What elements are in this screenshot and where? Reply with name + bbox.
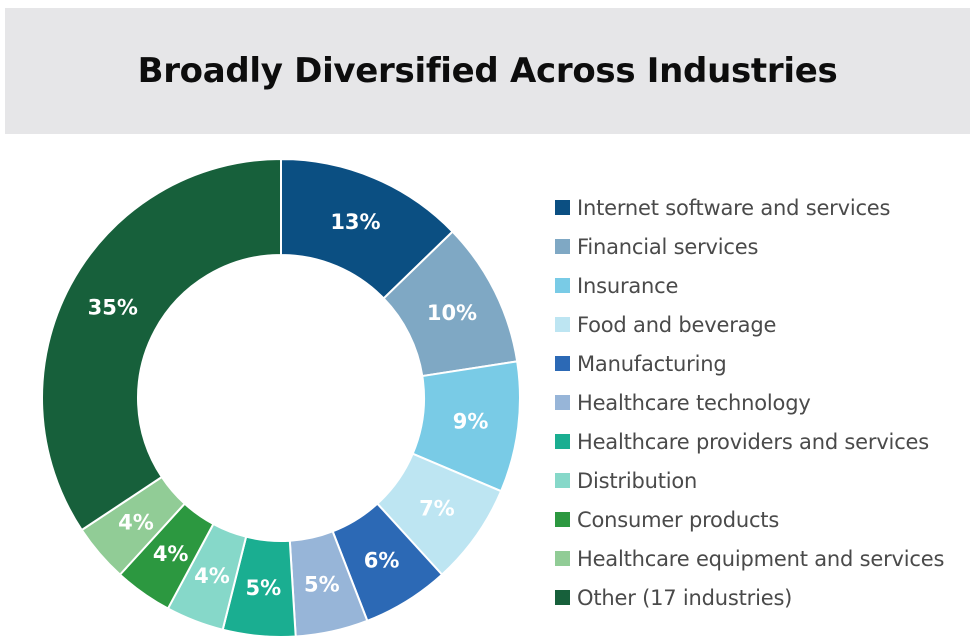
legend-item-10: Other (17 industries) (555, 578, 970, 617)
slice-label-10: 35% (88, 296, 138, 320)
legend-item-9: Healthcare equipment and services (555, 539, 970, 578)
legend-item-2: Insurance (555, 266, 970, 305)
legend-swatch-9 (555, 551, 570, 566)
legend-label-4: Manufacturing (577, 351, 727, 376)
chart-title: Broadly Diversified Across Industries (137, 51, 838, 91)
legend-swatch-7 (555, 473, 570, 488)
slice-label-6: 5% (246, 576, 282, 600)
legend-swatch-5 (555, 395, 570, 410)
legend-item-0: Internet software and services (555, 188, 970, 227)
legend-swatch-0 (555, 200, 570, 215)
slice-label-9: 4% (118, 510, 154, 534)
legend-label-6: Healthcare providers and services (577, 429, 929, 454)
donut-slice-10 (41, 160, 282, 532)
slice-label-3: 7% (419, 496, 455, 520)
slice-label-1: 10% (427, 301, 477, 325)
legend-swatch-10 (555, 590, 570, 605)
legend-swatch-3 (555, 317, 570, 332)
legend-item-7: Distribution (555, 461, 970, 500)
legend-item-3: Food and beverage (555, 305, 970, 344)
legend-label-2: Insurance (577, 273, 679, 298)
donut-chart: 13%10%9%7%6%5%5%4%4%4%35% (41, 160, 521, 638)
slice-label-0: 13% (330, 210, 380, 234)
title-band: Broadly Diversified Across Industries (5, 8, 970, 134)
chart-legend: Internet software and services Financial … (555, 188, 970, 617)
slice-label-8: 4% (153, 542, 189, 566)
legend-item-8: Consumer products (555, 500, 970, 539)
legend-label-0: Internet software and services (577, 195, 891, 220)
legend-swatch-4 (555, 356, 570, 371)
legend-label-8: Consumer products (577, 507, 780, 532)
legend-swatch-2 (555, 278, 570, 293)
legend-item-5: Healthcare technology (555, 383, 970, 422)
legend-item-1: Financial services (555, 227, 970, 266)
legend-item-6: Healthcare providers and services (555, 422, 970, 461)
legend-label-1: Financial services (577, 234, 759, 259)
slice-label-2: 9% (453, 409, 489, 433)
legend-swatch-6 (555, 434, 570, 449)
legend-swatch-8 (555, 512, 570, 527)
legend-label-9: Healthcare equipment and services (577, 546, 945, 571)
slice-label-5: 5% (304, 573, 340, 597)
slice-label-7: 4% (194, 564, 230, 588)
legend-label-3: Food and beverage (577, 312, 777, 337)
legend-label-7: Distribution (577, 468, 698, 493)
slice-label-4: 6% (364, 548, 400, 572)
legend-label-10: Other (17 industries) (577, 585, 793, 610)
legend-label-5: Healthcare technology (577, 390, 811, 415)
legend-item-4: Manufacturing (555, 344, 970, 383)
legend-swatch-1 (555, 239, 570, 254)
